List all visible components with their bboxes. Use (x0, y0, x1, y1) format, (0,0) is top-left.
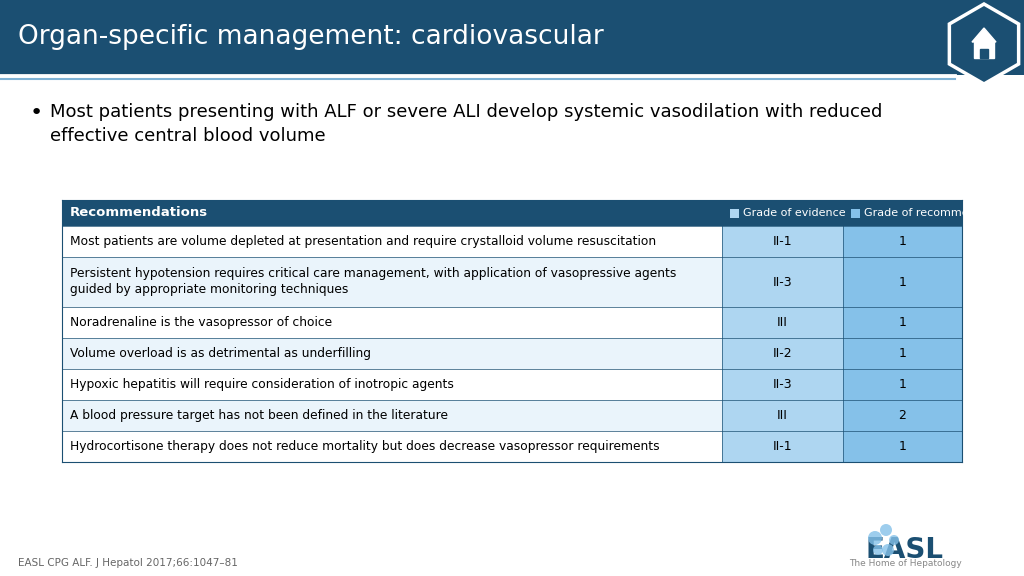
FancyBboxPatch shape (843, 257, 962, 307)
Text: II-3: II-3 (773, 378, 793, 391)
Text: Hypoxic hepatitis will require consideration of inotropic agents: Hypoxic hepatitis will require considera… (70, 378, 454, 391)
Text: II-1: II-1 (773, 440, 793, 453)
Text: guided by appropriate monitoring techniques: guided by appropriate monitoring techniq… (70, 283, 348, 297)
Text: •: • (30, 103, 43, 123)
Text: Organ-specific management: cardiovascular: Organ-specific management: cardiovascula… (18, 25, 604, 51)
Text: The Home of Hepatology: The Home of Hepatology (849, 559, 962, 569)
Circle shape (873, 545, 883, 555)
FancyBboxPatch shape (843, 369, 962, 400)
Text: III: III (777, 409, 787, 422)
FancyBboxPatch shape (722, 307, 843, 338)
Text: Grade of recommendation: Grade of recommendation (864, 208, 1011, 218)
Polygon shape (972, 28, 996, 42)
FancyBboxPatch shape (843, 307, 962, 338)
Text: 1: 1 (899, 275, 906, 289)
FancyBboxPatch shape (722, 369, 843, 400)
Text: EASL: EASL (866, 536, 944, 564)
FancyBboxPatch shape (62, 257, 962, 307)
Text: Most patients are volume depleted at presentation and require crystalloid volume: Most patients are volume depleted at pre… (70, 235, 656, 248)
FancyBboxPatch shape (722, 400, 843, 431)
FancyBboxPatch shape (722, 338, 843, 369)
Text: Noradrenaline is the vasopressor of choice: Noradrenaline is the vasopressor of choi… (70, 316, 332, 329)
Text: II-1: II-1 (773, 235, 793, 248)
Text: 1: 1 (899, 378, 906, 391)
Polygon shape (980, 49, 988, 58)
FancyBboxPatch shape (62, 338, 962, 369)
Text: 1: 1 (899, 235, 906, 248)
Text: Hydrocortisone therapy does not reduce mortality but does decrease vasopressor r: Hydrocortisone therapy does not reduce m… (70, 440, 659, 453)
Text: III: III (777, 316, 787, 329)
Text: 1: 1 (899, 347, 906, 360)
Circle shape (882, 544, 894, 556)
FancyBboxPatch shape (843, 431, 962, 462)
Text: Recommendations: Recommendations (70, 207, 208, 219)
Polygon shape (949, 4, 1019, 84)
Text: EASL CPG ALF. J Hepatol 2017;66:1047–81: EASL CPG ALF. J Hepatol 2017;66:1047–81 (18, 558, 238, 568)
FancyBboxPatch shape (722, 226, 843, 257)
FancyBboxPatch shape (62, 226, 962, 257)
FancyBboxPatch shape (851, 209, 860, 218)
Circle shape (880, 524, 892, 536)
FancyBboxPatch shape (62, 200, 962, 226)
FancyBboxPatch shape (730, 209, 739, 218)
Text: A blood pressure target has not been defined in the literature: A blood pressure target has not been def… (70, 409, 449, 422)
FancyBboxPatch shape (0, 0, 1024, 75)
FancyBboxPatch shape (62, 307, 962, 338)
FancyBboxPatch shape (722, 257, 843, 307)
Text: Persistent hypotension requires critical care management, with application of va: Persistent hypotension requires critical… (70, 267, 677, 281)
Text: Volume overload is as detrimental as underfilling: Volume overload is as detrimental as und… (70, 347, 371, 360)
FancyBboxPatch shape (843, 400, 962, 431)
FancyBboxPatch shape (722, 431, 843, 462)
Circle shape (868, 531, 882, 545)
Text: Most patients presenting with ALF or severe ALI develop systemic vasodilation wi: Most patients presenting with ALF or sev… (50, 103, 883, 145)
Text: Grade of evidence: Grade of evidence (743, 208, 846, 218)
FancyBboxPatch shape (843, 226, 962, 257)
Polygon shape (974, 42, 994, 58)
Text: 1: 1 (899, 440, 906, 453)
FancyBboxPatch shape (62, 369, 962, 400)
FancyBboxPatch shape (62, 400, 962, 431)
Text: 2: 2 (899, 409, 906, 422)
Text: II-3: II-3 (773, 275, 793, 289)
FancyBboxPatch shape (843, 338, 962, 369)
Circle shape (889, 535, 899, 545)
Text: II-2: II-2 (773, 347, 793, 360)
FancyBboxPatch shape (62, 431, 962, 462)
Text: 1: 1 (899, 316, 906, 329)
